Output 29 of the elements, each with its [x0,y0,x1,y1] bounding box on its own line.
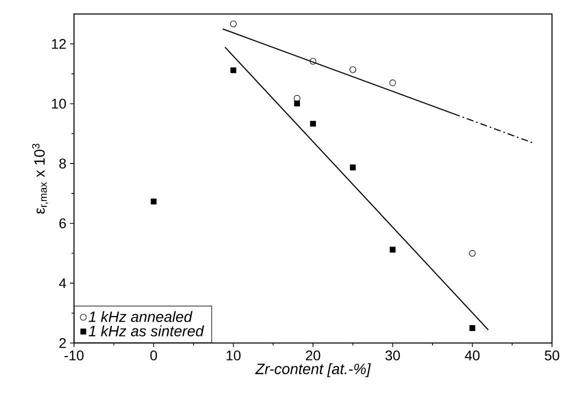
legend-label: 1 kHz annealed [88,311,192,322]
y-tick-label: 4 [59,278,66,288]
point [389,79,396,86]
point [350,66,356,73]
x-tick-label: 0 [150,350,158,360]
point [150,198,157,204]
x-tick-label: -10 [64,350,84,360]
x-tick-label: 50 [544,350,560,360]
x-axis-title: Zr-content [at.-%] [255,363,371,378]
point [310,120,316,127]
y-tick-label: 12 [52,39,66,49]
point [230,67,236,74]
point [230,20,237,28]
x-tick-label: 40 [464,350,480,360]
y-axis-title: ε$_{r,max}$ x 10$^{3}$ [32,144,48,214]
x-tick-label: 20 [306,350,320,360]
point [469,325,476,331]
point [469,250,476,257]
x-tick-label: 10 [226,350,241,360]
y-tick-label: 6 [59,218,66,228]
point [294,100,300,106]
point [310,58,316,65]
y-tick-label: 2 [59,338,66,348]
y-tick-label: 10 [52,98,66,109]
legend-label: 1 kHz as sintered [88,325,204,336]
point [350,164,356,170]
point [390,246,396,253]
x-tick-label: 30 [385,350,400,360]
y-tick-label: 8 [59,158,66,168]
